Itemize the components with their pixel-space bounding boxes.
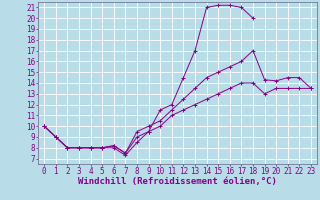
X-axis label: Windchill (Refroidissement éolien,°C): Windchill (Refroidissement éolien,°C) (78, 177, 277, 186)
